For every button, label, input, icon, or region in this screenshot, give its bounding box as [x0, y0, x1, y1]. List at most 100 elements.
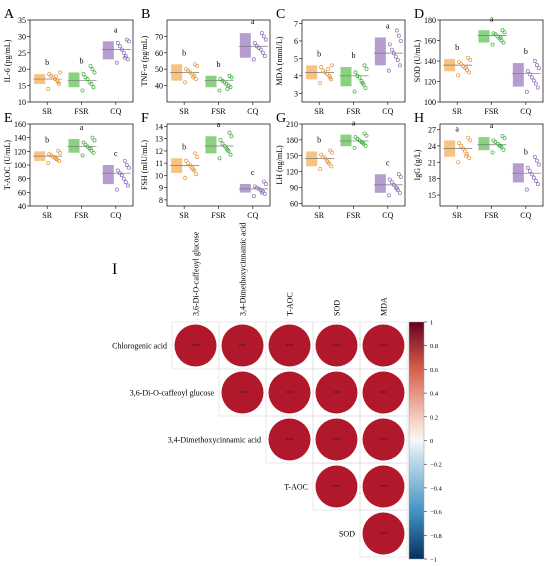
x-tick-label: CQ	[382, 107, 393, 116]
y-tick-label: 8	[159, 196, 163, 205]
data-point	[391, 51, 396, 56]
data-point	[325, 159, 330, 163]
data-point	[58, 70, 63, 75]
column-label: 3,6-Di-O-caffeoyl glucose	[192, 231, 201, 316]
x-tick-label: FSR	[346, 107, 361, 116]
significance-letter: b	[317, 49, 321, 58]
data-point	[536, 66, 541, 71]
y-tick-label: 60	[155, 49, 163, 58]
data-point	[464, 65, 469, 70]
correlation-circle	[362, 418, 405, 461]
significance-stars: ***	[333, 345, 341, 350]
data-point	[225, 86, 230, 91]
data-point	[524, 187, 529, 192]
row-label: Chlorogenic acid	[112, 342, 167, 351]
y-axis-label: LH (ng/mL)	[275, 145, 284, 185]
data-point	[229, 134, 234, 139]
data-point	[184, 67, 189, 72]
colorbar-tick-label: −0.2	[430, 462, 442, 469]
data-point	[252, 184, 257, 189]
y-tick-label: 20	[18, 65, 26, 74]
data-point	[259, 190, 264, 195]
y-tick-label: 120	[424, 78, 436, 87]
data-point	[394, 186, 399, 191]
y-tick-label: 15	[18, 82, 26, 91]
data-point	[467, 70, 472, 75]
y-axis-label: TNF-α (pg/mL)	[140, 35, 149, 86]
data-point	[83, 75, 88, 80]
data-point	[54, 156, 59, 161]
y-tick-label: 60	[290, 199, 298, 208]
data-point	[119, 47, 124, 52]
data-point	[188, 163, 193, 168]
data-point	[91, 150, 96, 155]
significance-letter: a	[490, 14, 494, 23]
data-point	[525, 69, 530, 74]
panel-label: A	[4, 7, 15, 22]
data-point	[194, 77, 199, 81]
colorbar-tick-label: 0.6	[430, 367, 439, 374]
data-point	[191, 75, 196, 80]
data-point	[46, 160, 51, 165]
data-point	[227, 130, 232, 135]
data-point	[490, 150, 495, 155]
data-point	[464, 153, 469, 158]
significance-stars: ***	[380, 345, 388, 350]
significance-letter: a	[352, 119, 356, 128]
x-tick-label: CQ	[110, 211, 121, 220]
y-tick-label: 160	[14, 120, 26, 129]
data-point	[534, 158, 539, 163]
row-label: T-AOC	[284, 483, 308, 492]
significance-stars: ***	[380, 533, 388, 538]
correlation-circle	[362, 465, 405, 508]
y-axis-label: SOD (U/mL)	[413, 39, 422, 82]
correlation-circle	[315, 371, 358, 414]
data-point	[125, 183, 130, 188]
x-tick-label: CQ	[247, 107, 258, 116]
y-tick-label: 5	[294, 54, 298, 63]
significance-letter: a	[217, 120, 221, 129]
data-point	[463, 149, 468, 154]
significance-letter: c	[386, 158, 390, 167]
panel-c: C 3 4 5 6 7 MDA (nmol/L) b SR b FSR a CQ	[275, 7, 406, 116]
data-point	[328, 148, 333, 153]
data-point	[194, 172, 199, 177]
y-tick-label: 15	[428, 191, 436, 200]
data-point	[254, 44, 259, 49]
data-point	[531, 78, 536, 83]
panel-g: G 60 90 120 150 180 210 LH (ng/mL) b SR a FSR c CQ	[275, 111, 406, 220]
data-point	[497, 36, 502, 41]
x-tick-label: SR	[314, 107, 324, 116]
x-tick-label: SR	[42, 107, 52, 116]
significance-letter: b	[524, 47, 528, 56]
data-point	[353, 70, 358, 75]
x-tick-label: FSR	[74, 107, 89, 116]
data-point	[534, 63, 539, 68]
box-sr	[306, 151, 318, 167]
box-cq	[374, 37, 386, 66]
y-tick-label: 10	[155, 171, 163, 180]
x-tick-label: SR	[179, 211, 189, 220]
correlation-circle	[221, 324, 264, 367]
data-point	[500, 134, 505, 138]
data-point	[186, 161, 191, 166]
y-tick-label: 10	[18, 98, 26, 107]
colorbar-tick-label: −0.8	[430, 533, 442, 540]
x-tick-label: FSR	[484, 211, 499, 220]
box-cq	[512, 63, 524, 87]
data-point	[318, 80, 323, 85]
data-point	[126, 165, 131, 170]
colorbar-tick-label: 1	[430, 320, 433, 327]
colorbar	[408, 321, 425, 560]
correlation-circle	[362, 512, 405, 555]
y-axis-label: IL-6 (pg/mL)	[3, 39, 12, 82]
significance-letter: b	[80, 56, 84, 65]
y-tick-label: 30	[18, 32, 26, 41]
data-point	[535, 182, 540, 187]
x-tick-label: FSR	[74, 211, 89, 220]
data-point	[121, 50, 126, 55]
data-point	[328, 75, 333, 80]
x-tick-label: FSR	[211, 107, 226, 116]
box-fsr	[68, 72, 80, 88]
panel-b: B 40 50 60 70 TNF-α (pg/mL) b SR b FSR a CQ	[140, 7, 271, 116]
